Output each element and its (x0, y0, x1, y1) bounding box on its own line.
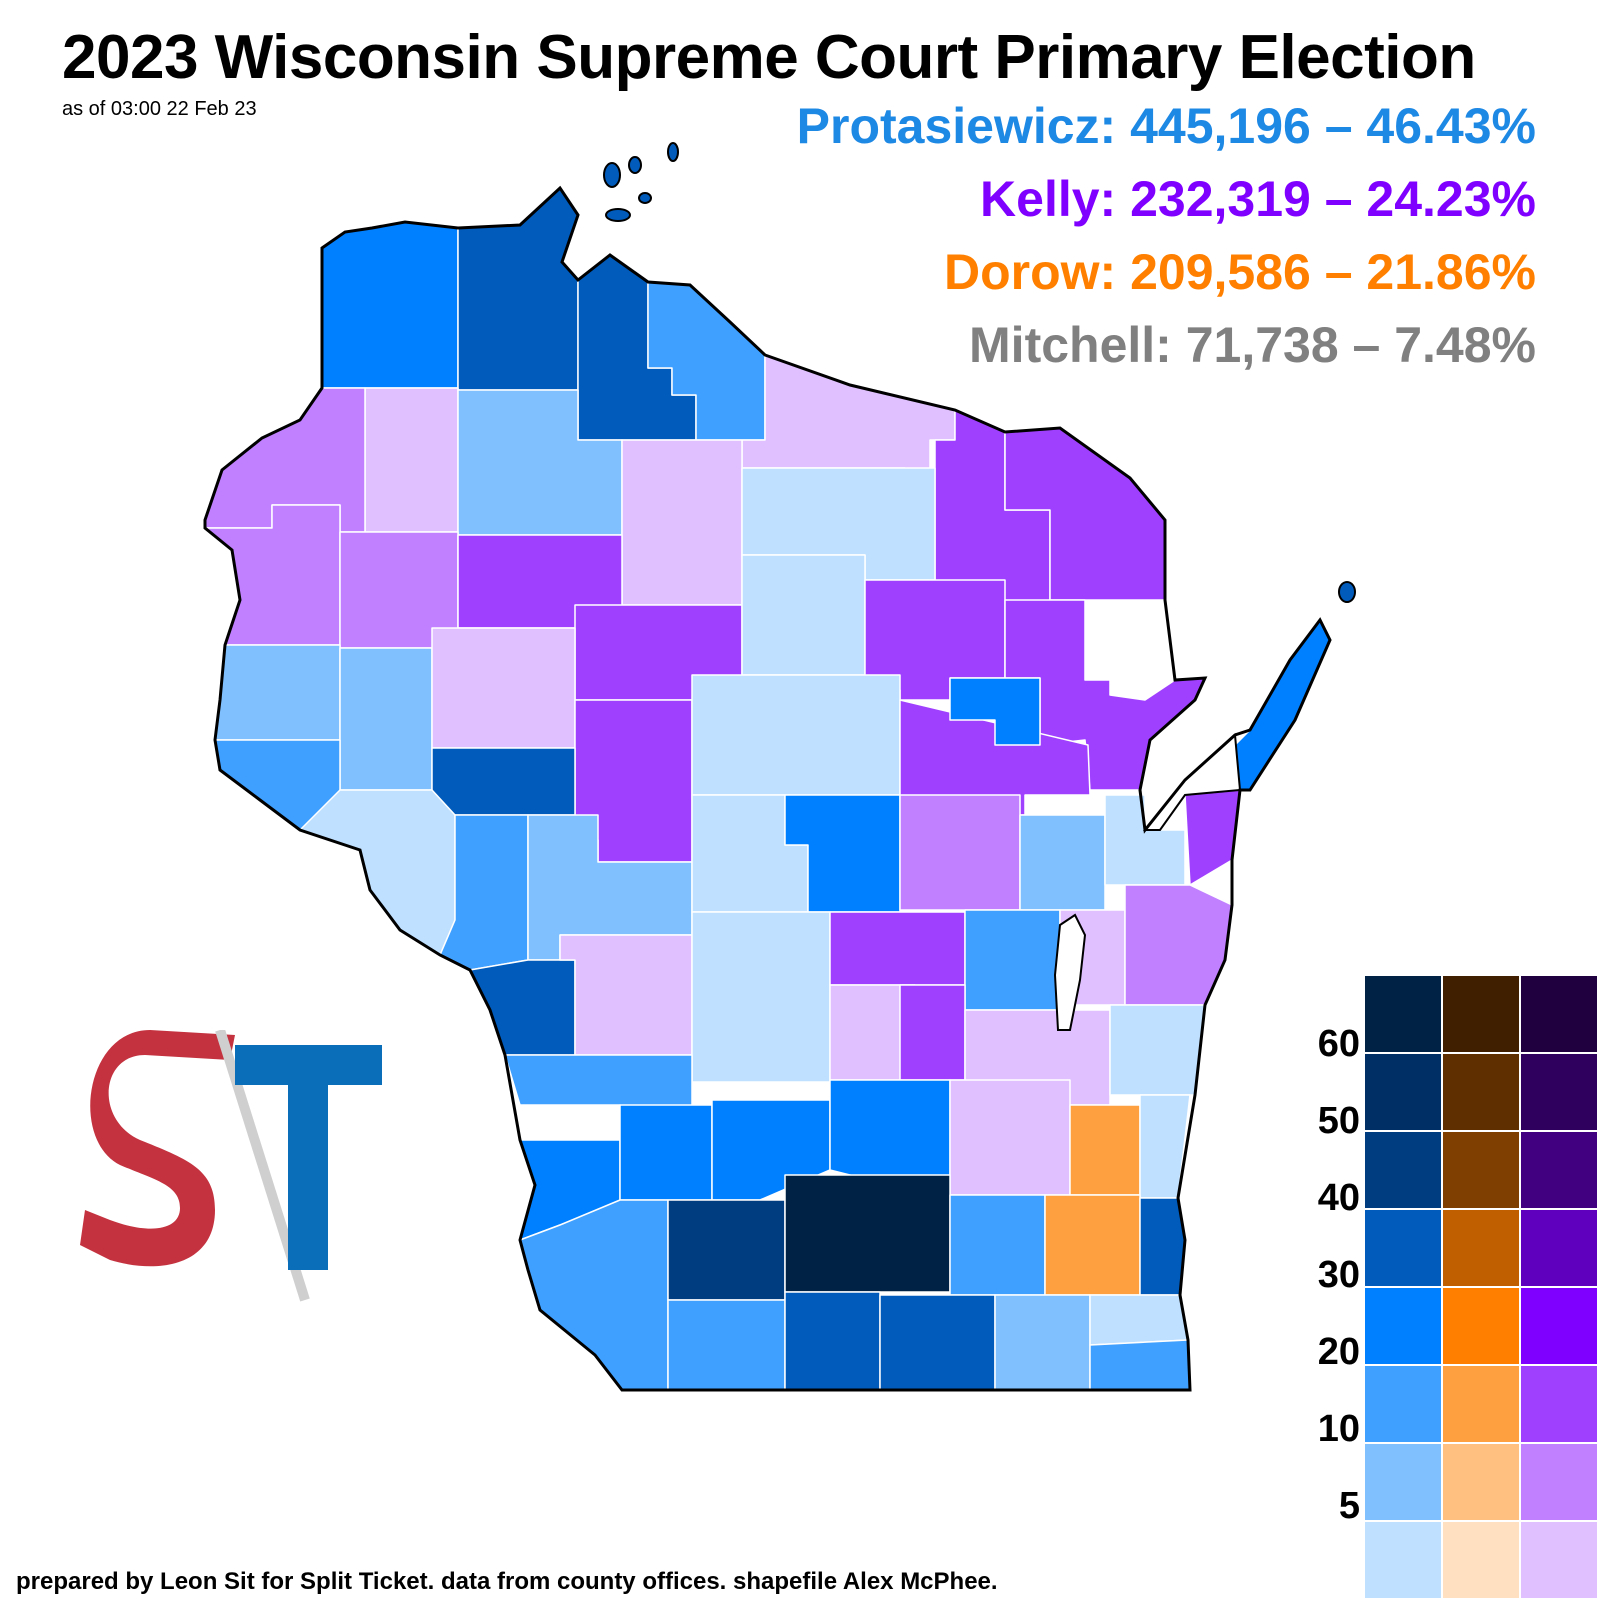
county-la-crosse (469, 959, 576, 1056)
timestamp: as of 03:00 22 Feb 23 (62, 98, 257, 120)
legend-swatch-orange (1442, 1365, 1520, 1443)
legend-label-10: 10 (1317, 1408, 1360, 1450)
county-juneau-adams (691, 911, 831, 1083)
map-title: 2023 Wisconsin Supreme Court Primary Ele… (62, 23, 1476, 92)
apostle-island (638, 192, 652, 204)
legend-swatch-orange (1442, 1131, 1520, 1209)
result-mitchell: Mitchell: 71,738 – 7.48% (969, 317, 1536, 373)
washington-island (1338, 581, 1356, 603)
county-waukesha (1044, 1194, 1141, 1296)
county-sheboygan (1109, 1004, 1206, 1096)
county-marathon (691, 674, 901, 796)
legend-label-5: 5 (1338, 1485, 1360, 1527)
result-protasiewicz: Protasiewicz: 445,196 – 46.43% (796, 98, 1536, 154)
county-price (621, 439, 743, 606)
apostle-island (605, 208, 631, 222)
county-rock (879, 1294, 996, 1391)
county-st-croix (214, 644, 341, 741)
lake-winnebago (1053, 913, 1087, 1031)
apostle-island (603, 162, 621, 188)
county-dodge (949, 1079, 1071, 1196)
county-douglas (321, 221, 459, 389)
legend-swatch-orange (1442, 1521, 1520, 1599)
county-ozaukee (1139, 1094, 1191, 1199)
county-iowa (667, 1199, 786, 1301)
county-walworth (994, 1294, 1091, 1391)
result-kelly: Kelly: 232,319 – 24.23% (980, 171, 1536, 227)
legend-swatch-blue (1364, 1287, 1442, 1365)
legend-swatch-purple (1520, 1521, 1598, 1599)
county-chippewa (431, 627, 576, 749)
apostle-island (628, 156, 642, 174)
county-green (784, 1291, 881, 1391)
county-eau-claire (431, 747, 576, 816)
county-manitowoc-kewaunee (1124, 884, 1233, 1006)
county-milwaukee (1139, 1197, 1186, 1296)
credit-line: prepared by Leon Sit for Split Ticket. d… (16, 1568, 998, 1595)
legend-swatch-purple (1520, 1131, 1598, 1209)
legend-swatch-blue (1364, 1131, 1442, 1209)
legend-swatch-orange (1442, 1443, 1520, 1521)
legend-label-20: 20 (1317, 1331, 1360, 1373)
county-pepin-buffalo (299, 789, 456, 956)
county-waupaca (899, 794, 1021, 911)
county-menominee (949, 677, 1041, 746)
county-waushara (829, 911, 966, 986)
legend-swatch-blue (1364, 1443, 1442, 1521)
result-dorow: Dorow: 209,586 – 21.86% (944, 244, 1536, 300)
legend-swatch-blue (1364, 1209, 1442, 1287)
legend-swatch-purple (1520, 1287, 1598, 1365)
legend-swatch-purple (1520, 1209, 1598, 1287)
county-vilas (741, 354, 956, 476)
legend-swatch-orange (1442, 1053, 1520, 1131)
color-legend (1364, 975, 1600, 1600)
county-bayfield (457, 187, 579, 391)
legend-swatch-blue (1364, 1053, 1442, 1131)
legend-swatch-purple (1520, 1443, 1598, 1521)
split-ticket-logo (80, 1030, 382, 1302)
county-green-lake (899, 984, 966, 1081)
county-burnett (364, 387, 459, 533)
madeline-island (667, 142, 679, 162)
legend-swatch-blue (1364, 975, 1442, 1053)
legend-label-40: 40 (1317, 1177, 1360, 1219)
county-richland (619, 1104, 713, 1201)
legend-swatch-orange (1442, 1287, 1520, 1365)
state-outline (203, 185, 1332, 1392)
legend-label-50: 50 (1317, 1100, 1360, 1142)
county-outagamie (1019, 814, 1106, 911)
county-washington (1069, 1104, 1141, 1196)
legend-swatch-orange (1442, 1209, 1520, 1287)
county-kenosha (1089, 1339, 1191, 1391)
legend-swatch-purple (1520, 975, 1598, 1053)
legend-swatch-blue (1364, 1521, 1442, 1599)
legend-label-60: 60 (1317, 1023, 1360, 1065)
legend-swatch-purple (1520, 1053, 1598, 1131)
legend-swatch-purple (1520, 1365, 1598, 1443)
logo-letter-t (235, 1045, 382, 1270)
county-lafayette (667, 1299, 786, 1391)
legend-swatch-orange (1442, 975, 1520, 1053)
logo-letter-s (80, 1030, 235, 1267)
county-dunn (339, 647, 433, 791)
county-winnebago (964, 909, 1061, 1011)
county-racine (1089, 1294, 1189, 1346)
legend-swatch-blue (1364, 1365, 1442, 1443)
legend-label-30: 30 (1317, 1254, 1360, 1296)
county-monroe (559, 934, 693, 1056)
county-brown (1104, 794, 1186, 886)
county-dane (784, 1174, 951, 1293)
county-jefferson (949, 1194, 1046, 1296)
county-lincoln (741, 554, 866, 676)
